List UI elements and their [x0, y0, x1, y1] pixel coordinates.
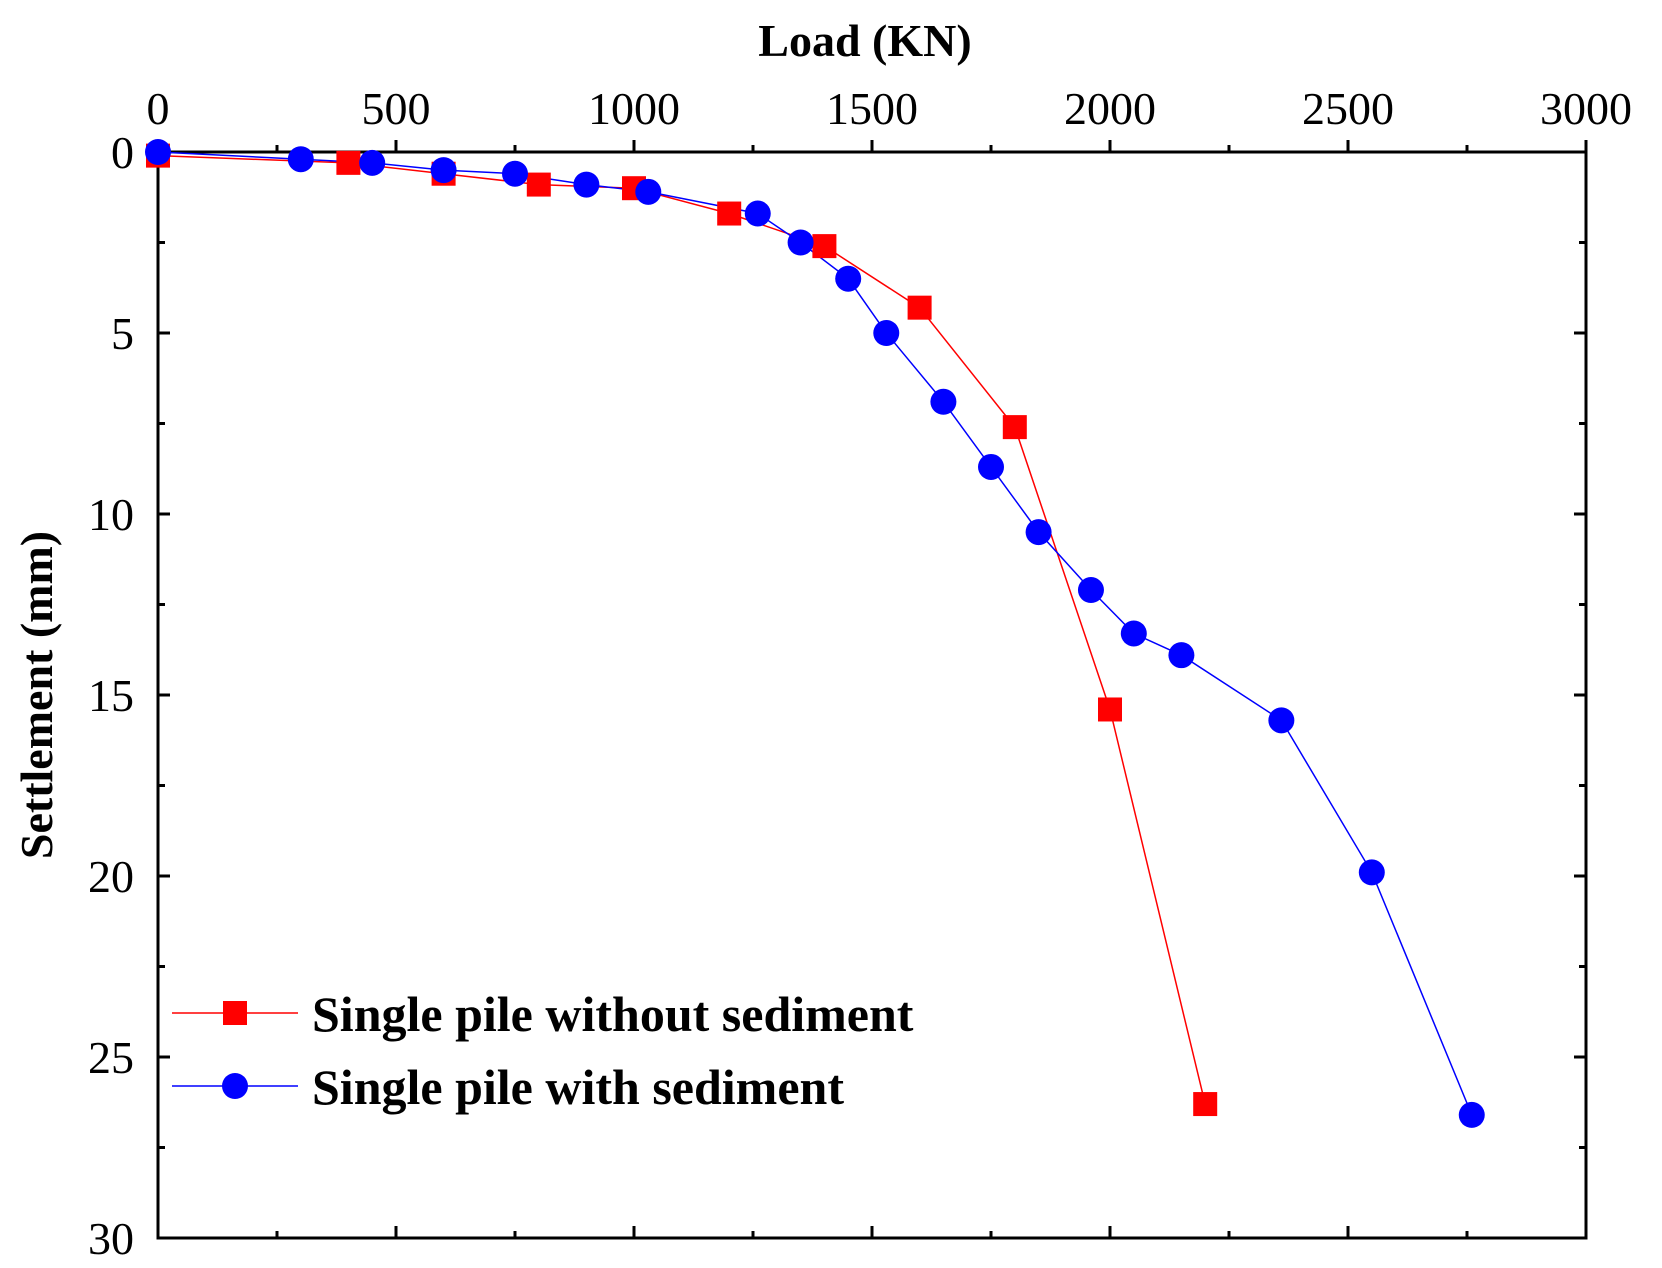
y-axis-title: Settlement (mm) [11, 531, 62, 859]
data-point-square [1098, 697, 1122, 722]
data-point-circle [1077, 577, 1104, 604]
x-axis-title: Load (KN) [758, 15, 971, 66]
x-tick-label: 1000 [588, 83, 680, 134]
series-line-1 [157, 151, 1473, 1116]
data-point-circle [1268, 707, 1295, 734]
data-point-circle [873, 320, 900, 346]
data-point-square [526, 172, 551, 197]
y-tick-label: 15 [88, 670, 134, 721]
y-tick-label: 30 [88, 1213, 134, 1264]
x-axis-ticks: 0 500 1000 1500 2000 2500 3000 [147, 83, 1632, 1238]
data-point-circle [502, 160, 528, 187]
x-tick-label: 1500 [826, 83, 918, 134]
series-layer [145, 139, 1485, 1128]
x-tick-label: 2000 [1064, 83, 1156, 134]
data-point-square [717, 201, 742, 226]
x-tick-label: 500 [362, 83, 431, 134]
data-point-circle [978, 453, 1004, 480]
data-point-circle [1358, 859, 1385, 886]
y-axis-ticks: 0 5 10 15 20 25 30 [88, 127, 1586, 1264]
data-point-circle [145, 139, 171, 165]
data-point-circle [1120, 620, 1147, 647]
legend-label-without-sediment: Single pile without sediment [312, 986, 914, 1042]
data-point-square [812, 234, 837, 259]
y-tick-label: 0 [111, 127, 134, 178]
data-point-circle [287, 146, 314, 173]
series-line-0 [157, 154, 1206, 1105]
data-point-square [1193, 1092, 1218, 1117]
legend-marker-with-sediment [222, 1073, 248, 1099]
y-tick-label: 25 [88, 1032, 134, 1083]
data-point-circle [787, 229, 814, 256]
data-point-circle [835, 265, 862, 292]
data-point-circle [930, 388, 957, 415]
y-tick-label: 20 [88, 851, 134, 902]
y-tick-label: 5 [111, 308, 134, 359]
data-point-circle [744, 200, 771, 227]
legend: Single pile without sediment Single pile… [172, 986, 914, 1115]
data-point-circle [359, 149, 386, 176]
data-point-circle [573, 171, 600, 198]
data-point-circle [1025, 519, 1052, 546]
data-point-square [1002, 415, 1027, 440]
x-tick-label: 0 [147, 83, 170, 134]
data-point-square [907, 295, 932, 320]
data-point-square [336, 150, 361, 175]
data-point-circle [1458, 1101, 1485, 1128]
legend-marker-without-sediment [223, 1001, 247, 1025]
x-tick-label: 2500 [1302, 83, 1394, 134]
legend-label-with-sediment: Single pile with sediment [312, 1059, 844, 1115]
y-tick-label: 10 [88, 489, 134, 540]
data-point-circle [430, 157, 457, 184]
data-point-circle [1168, 642, 1195, 669]
data-point-circle [635, 178, 662, 205]
x-tick-label: 3000 [1540, 83, 1632, 134]
